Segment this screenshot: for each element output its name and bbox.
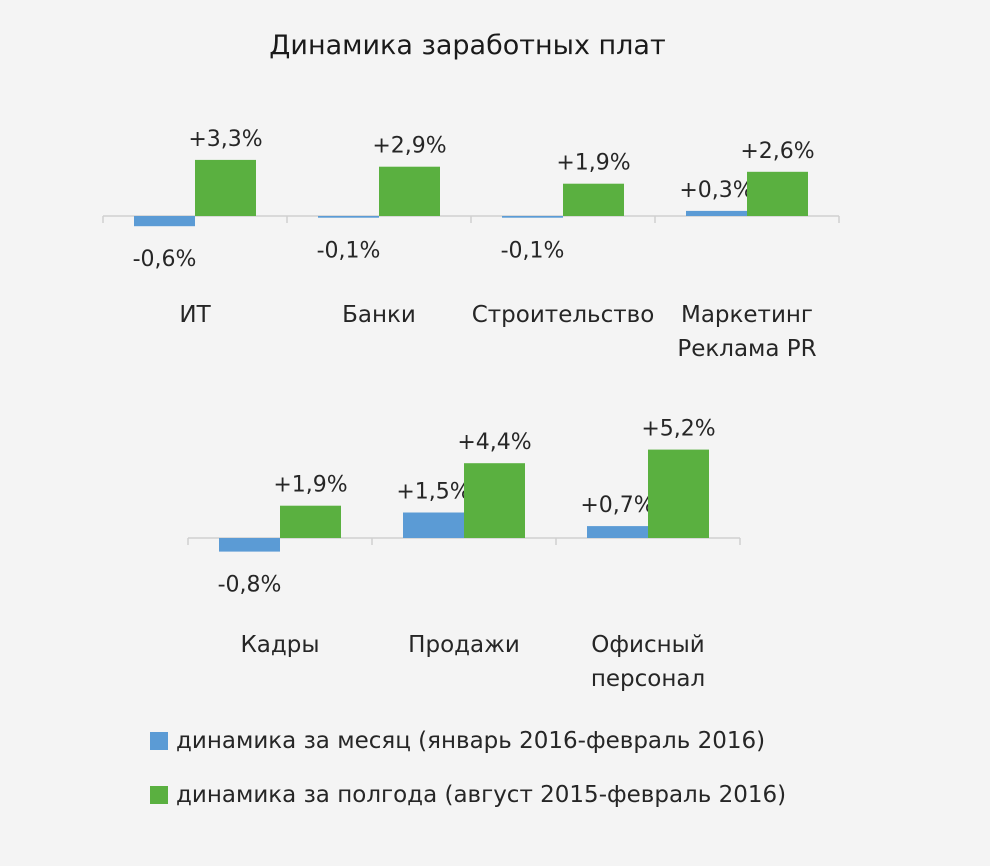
category-label: Банки (342, 302, 416, 328)
data-label-month: +0,3% (679, 178, 753, 203)
bar-month (134, 216, 195, 227)
bar-month (318, 216, 379, 218)
legend-label-month: динамика за месяц (январь 2016-февраль 2… (176, 728, 766, 754)
legend-swatch-month (150, 732, 168, 750)
category-label: персонал (591, 666, 705, 692)
legend-item-month: динамика за месяц (январь 2016-февраль 2… (150, 726, 786, 756)
bar-half-year (195, 159, 256, 216)
bar-half-year (379, 166, 440, 216)
bar-month (502, 216, 563, 218)
data-label-month: -0,6% (133, 247, 197, 272)
legend-item-half-year: динамика за полгода (август 2015-февраль… (150, 780, 786, 810)
data-label-month: -0,1% (317, 239, 381, 264)
data-label-month: +1,5% (396, 480, 470, 505)
bar-half-year (747, 171, 808, 216)
data-label-half-year: +4,4% (457, 430, 531, 455)
bar-month (219, 538, 280, 552)
category-label: Реклама PR (677, 336, 816, 362)
legend-swatch-half-year (150, 786, 168, 804)
data-label-month: -0,8% (218, 573, 282, 598)
data-label-half-year: +3,3% (188, 127, 262, 152)
data-label-month: -0,1% (501, 239, 565, 264)
category-label: Офисный (591, 632, 705, 658)
bar-half-year (648, 449, 709, 538)
category-label: Строительство (472, 302, 655, 328)
bar-half-year (280, 505, 341, 538)
data-label-half-year: +5,2% (641, 417, 715, 442)
bar-month (587, 526, 648, 538)
bar-month (403, 512, 464, 538)
chart-title: Динамика заработных плат (269, 30, 666, 61)
category-label: Продажи (408, 632, 520, 658)
bar-half-year (464, 463, 525, 538)
data-label-half-year: +2,9% (372, 134, 446, 159)
data-label-half-year: +1,9% (556, 151, 630, 176)
category-label: Маркетинг (681, 302, 813, 328)
legend: динамика за месяц (январь 2016-февраль 2… (150, 726, 786, 834)
data-label-half-year: +2,6% (740, 139, 814, 164)
category-label: Кадры (240, 632, 319, 658)
bar-month (686, 210, 747, 216)
category-label: ИТ (179, 302, 211, 328)
bar-half-year (563, 183, 624, 216)
legend-label-half-year: динамика за полгода (август 2015-февраль… (176, 782, 787, 808)
data-label-month: +0,7% (580, 493, 654, 518)
data-label-half-year: +1,9% (273, 473, 347, 498)
